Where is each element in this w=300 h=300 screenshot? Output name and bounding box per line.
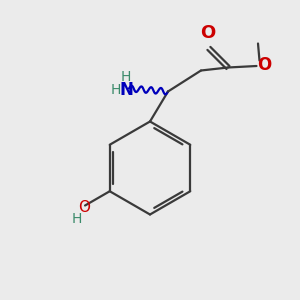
Text: O: O [78, 200, 90, 214]
Text: O: O [257, 56, 272, 74]
Text: H: H [71, 212, 82, 226]
Text: N: N [119, 81, 133, 99]
Text: H: H [121, 70, 131, 84]
Text: O: O [200, 24, 216, 42]
Text: H: H [110, 83, 121, 97]
